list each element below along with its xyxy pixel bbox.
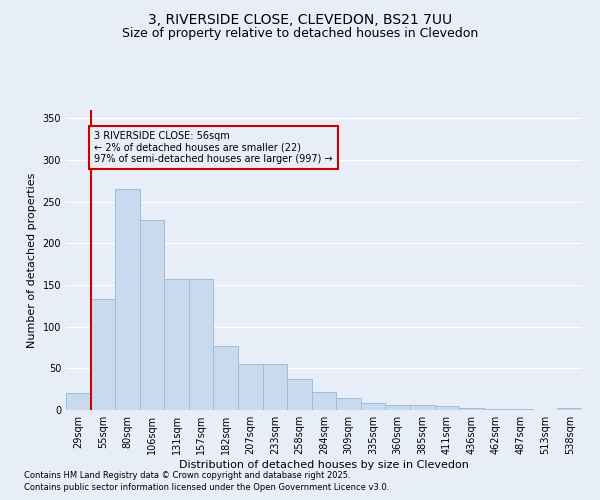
Bar: [214, 346, 238, 410]
Text: 3, RIVERSIDE CLOSE, CLEVEDON, BS21 7UU: 3, RIVERSIDE CLOSE, CLEVEDON, BS21 7UU: [148, 12, 452, 26]
Bar: [140, 220, 164, 410]
Bar: [287, 379, 312, 410]
Bar: [484, 409, 508, 410]
Y-axis label: Number of detached properties: Number of detached properties: [27, 172, 37, 348]
Bar: [410, 405, 434, 410]
Bar: [115, 189, 140, 410]
Bar: [91, 299, 115, 410]
Bar: [189, 279, 214, 410]
Bar: [238, 364, 263, 410]
Bar: [434, 406, 459, 410]
Bar: [361, 402, 385, 410]
Text: Contains public sector information licensed under the Open Government Licence v3: Contains public sector information licen…: [24, 484, 389, 492]
Bar: [263, 364, 287, 410]
Bar: [312, 392, 336, 410]
Bar: [164, 279, 189, 410]
Bar: [508, 409, 533, 410]
Text: Size of property relative to detached houses in Clevedon: Size of property relative to detached ho…: [122, 28, 478, 40]
Bar: [66, 392, 91, 410]
Text: Contains HM Land Registry data © Crown copyright and database right 2025.: Contains HM Land Registry data © Crown c…: [24, 471, 350, 480]
Bar: [459, 408, 484, 410]
X-axis label: Distribution of detached houses by size in Clevedon: Distribution of detached houses by size …: [179, 460, 469, 470]
Bar: [557, 408, 582, 410]
Text: 3 RIVERSIDE CLOSE: 56sqm
← 2% of detached houses are smaller (22)
97% of semi-de: 3 RIVERSIDE CLOSE: 56sqm ← 2% of detache…: [94, 131, 333, 164]
Bar: [336, 398, 361, 410]
Bar: [385, 405, 410, 410]
